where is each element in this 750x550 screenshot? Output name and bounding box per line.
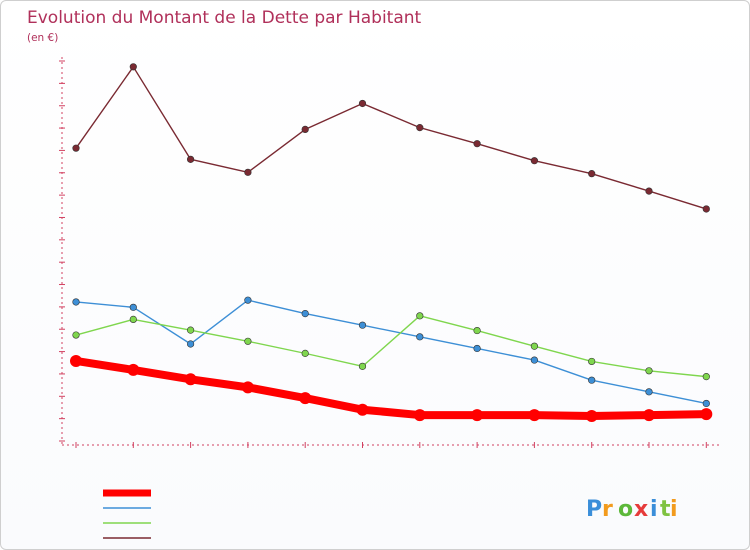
data-point [244, 337, 252, 345]
data-point [127, 363, 140, 376]
data-point [645, 187, 653, 195]
axes [59, 57, 721, 448]
logo-letter: r [602, 497, 613, 522]
legend [103, 489, 151, 539]
chart-title: Evolution du Montant de la Dette par Hab… [27, 8, 422, 28]
data-point [129, 315, 137, 324]
data-point [358, 362, 367, 370]
data-point [702, 373, 710, 381]
data-point [416, 333, 424, 341]
data-point [530, 356, 539, 364]
data-point [473, 344, 481, 353]
data-point [585, 409, 598, 422]
data-point [70, 354, 82, 367]
logo-letter: t [660, 497, 671, 522]
series-line [75, 66, 707, 210]
data-point [244, 296, 252, 304]
data-point [530, 157, 539, 165]
series-line [75, 315, 707, 378]
series-mazille [72, 312, 710, 381]
series-line [75, 299, 707, 405]
data-point [129, 63, 137, 71]
data-point [471, 409, 484, 422]
logo-letter: i [650, 497, 658, 522]
data-point [301, 349, 309, 357]
data-point [301, 125, 309, 133]
series-ch-teau [70, 354, 713, 422]
data-point [301, 309, 309, 318]
data-point [358, 99, 367, 108]
data-point [700, 408, 713, 421]
data-point [72, 331, 80, 339]
data-point [184, 373, 197, 386]
series-layer [70, 63, 713, 422]
data-point [473, 326, 481, 335]
data-point [702, 205, 710, 213]
data-point [645, 388, 653, 396]
data-point [530, 342, 539, 350]
data-point [187, 326, 195, 334]
logo-letter: x [634, 497, 648, 522]
data-point [129, 303, 137, 311]
data-point [702, 399, 710, 408]
data-point [416, 312, 424, 320]
data-point [187, 155, 195, 163]
data-point [244, 168, 252, 176]
logo-letter: i [670, 497, 678, 522]
data-point [72, 298, 80, 306]
data-point [645, 367, 653, 375]
logo-letter: P [586, 497, 602, 522]
data-point [241, 381, 254, 394]
logo-letter: o [618, 497, 633, 522]
data-point [588, 376, 596, 384]
series-jalogny [72, 296, 710, 408]
data-point [358, 321, 367, 329]
data-point [473, 140, 481, 148]
data-point [356, 403, 369, 416]
data-point [299, 392, 312, 405]
series-donzy-le-national [72, 63, 710, 213]
series-line [72, 356, 711, 420]
data-point [588, 357, 596, 366]
data-point [588, 170, 596, 178]
data-point [643, 409, 655, 422]
data-point [72, 144, 80, 152]
data-point [416, 124, 424, 132]
chart-subtitle: (en €) [27, 32, 58, 44]
data-point [413, 409, 426, 422]
data-point [187, 340, 195, 348]
data-point [528, 409, 541, 422]
